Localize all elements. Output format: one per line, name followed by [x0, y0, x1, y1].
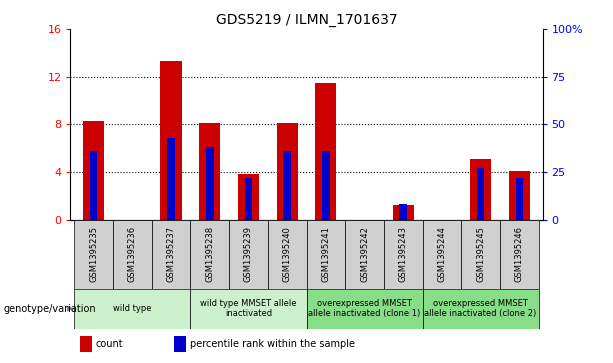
Bar	[80, 336, 92, 352]
Text: wild type MMSET allele
inactivated: wild type MMSET allele inactivated	[200, 299, 297, 318]
Bar	[400, 204, 407, 220]
Bar	[74, 289, 191, 329]
Bar	[152, 220, 191, 289]
Bar	[83, 121, 104, 220]
Bar	[283, 151, 291, 220]
Bar	[276, 123, 298, 220]
Text: GSM1395241: GSM1395241	[321, 226, 330, 282]
Bar	[509, 171, 530, 220]
Bar	[461, 220, 500, 289]
Bar	[245, 178, 252, 220]
Text: GSM1395237: GSM1395237	[167, 226, 175, 282]
Bar	[229, 220, 268, 289]
Text: genotype/variation: genotype/variation	[3, 303, 96, 314]
Text: count: count	[96, 339, 123, 349]
Text: overexpressed MMSET
allele inactivated (clone 2): overexpressed MMSET allele inactivated (…	[424, 299, 537, 318]
Bar	[191, 289, 306, 329]
Text: wild type: wild type	[113, 304, 151, 313]
Bar	[306, 289, 422, 329]
Text: GSM1395235: GSM1395235	[89, 226, 98, 282]
Bar	[500, 220, 539, 289]
Text: overexpressed MMSET
allele inactivated (clone 1): overexpressed MMSET allele inactivated (…	[308, 299, 421, 318]
Bar	[174, 336, 186, 352]
Bar	[191, 220, 229, 289]
Text: GSM1395244: GSM1395244	[438, 226, 446, 282]
Bar	[315, 83, 337, 220]
Bar	[516, 178, 523, 220]
Text: GSM1395238: GSM1395238	[205, 226, 215, 282]
Bar	[345, 220, 384, 289]
Text: GSM1395236: GSM1395236	[128, 226, 137, 282]
Bar	[470, 159, 491, 220]
Bar	[199, 123, 221, 220]
Text: GSM1395239: GSM1395239	[244, 226, 253, 282]
Text: GSM1395242: GSM1395242	[360, 226, 369, 282]
Bar	[422, 220, 461, 289]
Bar	[238, 174, 259, 220]
Text: GSM1395243: GSM1395243	[398, 226, 408, 282]
Text: GSM1395240: GSM1395240	[283, 226, 292, 282]
Bar	[161, 61, 181, 220]
Bar	[206, 147, 213, 220]
Bar	[477, 168, 484, 220]
Text: percentile rank within the sample: percentile rank within the sample	[190, 339, 355, 349]
Text: GSM1395246: GSM1395246	[515, 226, 524, 282]
Bar	[113, 220, 152, 289]
Bar	[392, 205, 414, 220]
Bar	[422, 289, 539, 329]
Bar	[90, 151, 97, 220]
Bar	[384, 220, 422, 289]
Bar	[167, 138, 175, 220]
Bar	[322, 151, 330, 220]
Text: GSM1395245: GSM1395245	[476, 226, 485, 282]
Bar	[268, 220, 306, 289]
Bar	[306, 220, 345, 289]
Title: GDS5219 / ILMN_1701637: GDS5219 / ILMN_1701637	[216, 13, 397, 26]
Bar	[74, 220, 113, 289]
